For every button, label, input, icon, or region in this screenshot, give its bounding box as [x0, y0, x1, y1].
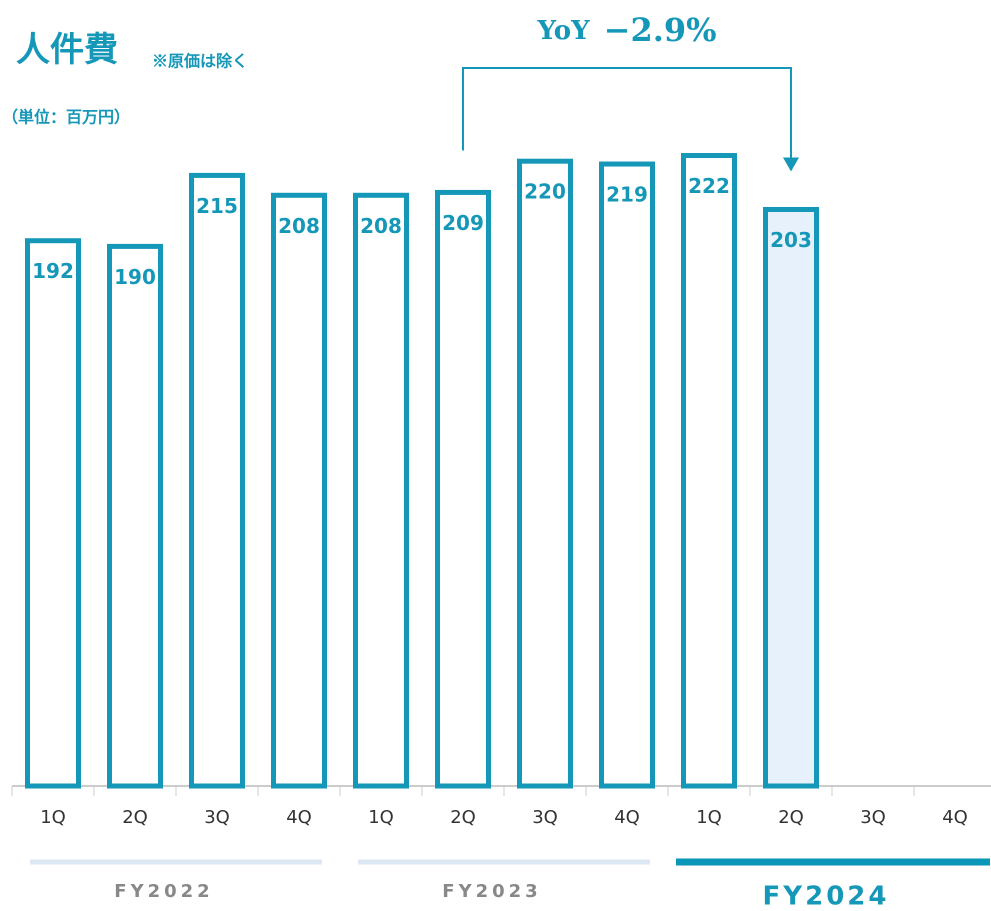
bar: [681, 153, 737, 789]
bar: [107, 243, 163, 789]
bar: [517, 158, 573, 789]
data-label: 203: [770, 228, 812, 252]
x-tick-label: 4Q: [942, 807, 968, 828]
data-label: 220: [524, 180, 566, 204]
data-label: 219: [606, 183, 648, 207]
x-tick-label: 1Q: [696, 807, 722, 828]
yoy-arrow: [783, 157, 799, 172]
x-tick-label: 1Q: [40, 807, 66, 828]
data-label: 222: [688, 174, 730, 198]
x-tick-label: 2Q: [122, 807, 148, 828]
x-tick-label: 3Q: [532, 807, 558, 828]
bar: [599, 161, 655, 789]
data-label: 215: [196, 194, 238, 218]
bar: [435, 189, 491, 789]
chart-subtitle: ※原価は除く: [152, 52, 248, 71]
chart-title: 人件費: [16, 30, 118, 70]
x-tick-label: 2Q: [450, 807, 476, 828]
data-label: 192: [32, 259, 74, 283]
data-label: 208: [278, 214, 320, 238]
bar: [189, 172, 245, 789]
x-tick-label: 4Q: [286, 807, 312, 828]
data-label: 190: [114, 265, 156, 289]
bar: [353, 192, 409, 789]
group-label: FY2024: [763, 882, 890, 911]
unit-label: （単位：百万円）: [2, 108, 130, 127]
bar: [271, 192, 327, 789]
yoy-change: −2.9%: [604, 11, 717, 49]
x-tick-label: 4Q: [614, 807, 640, 828]
yoy-bracket: [462, 67, 792, 160]
yoy-label: YoY: [536, 16, 590, 46]
x-tick-label: 2Q: [778, 807, 804, 828]
x-tick-label: 3Q: [204, 807, 230, 828]
yoy-annotation: YoY −2.9%: [536, 11, 716, 49]
bar: [25, 238, 81, 789]
x-tick-label: 3Q: [860, 807, 886, 828]
x-tick-label: 1Q: [368, 807, 394, 828]
data-label: 208: [360, 214, 402, 238]
group-label: FY2022: [114, 881, 213, 902]
group-label: FY2023: [442, 881, 541, 902]
bar: [763, 206, 819, 789]
data-label: 209: [442, 211, 484, 235]
